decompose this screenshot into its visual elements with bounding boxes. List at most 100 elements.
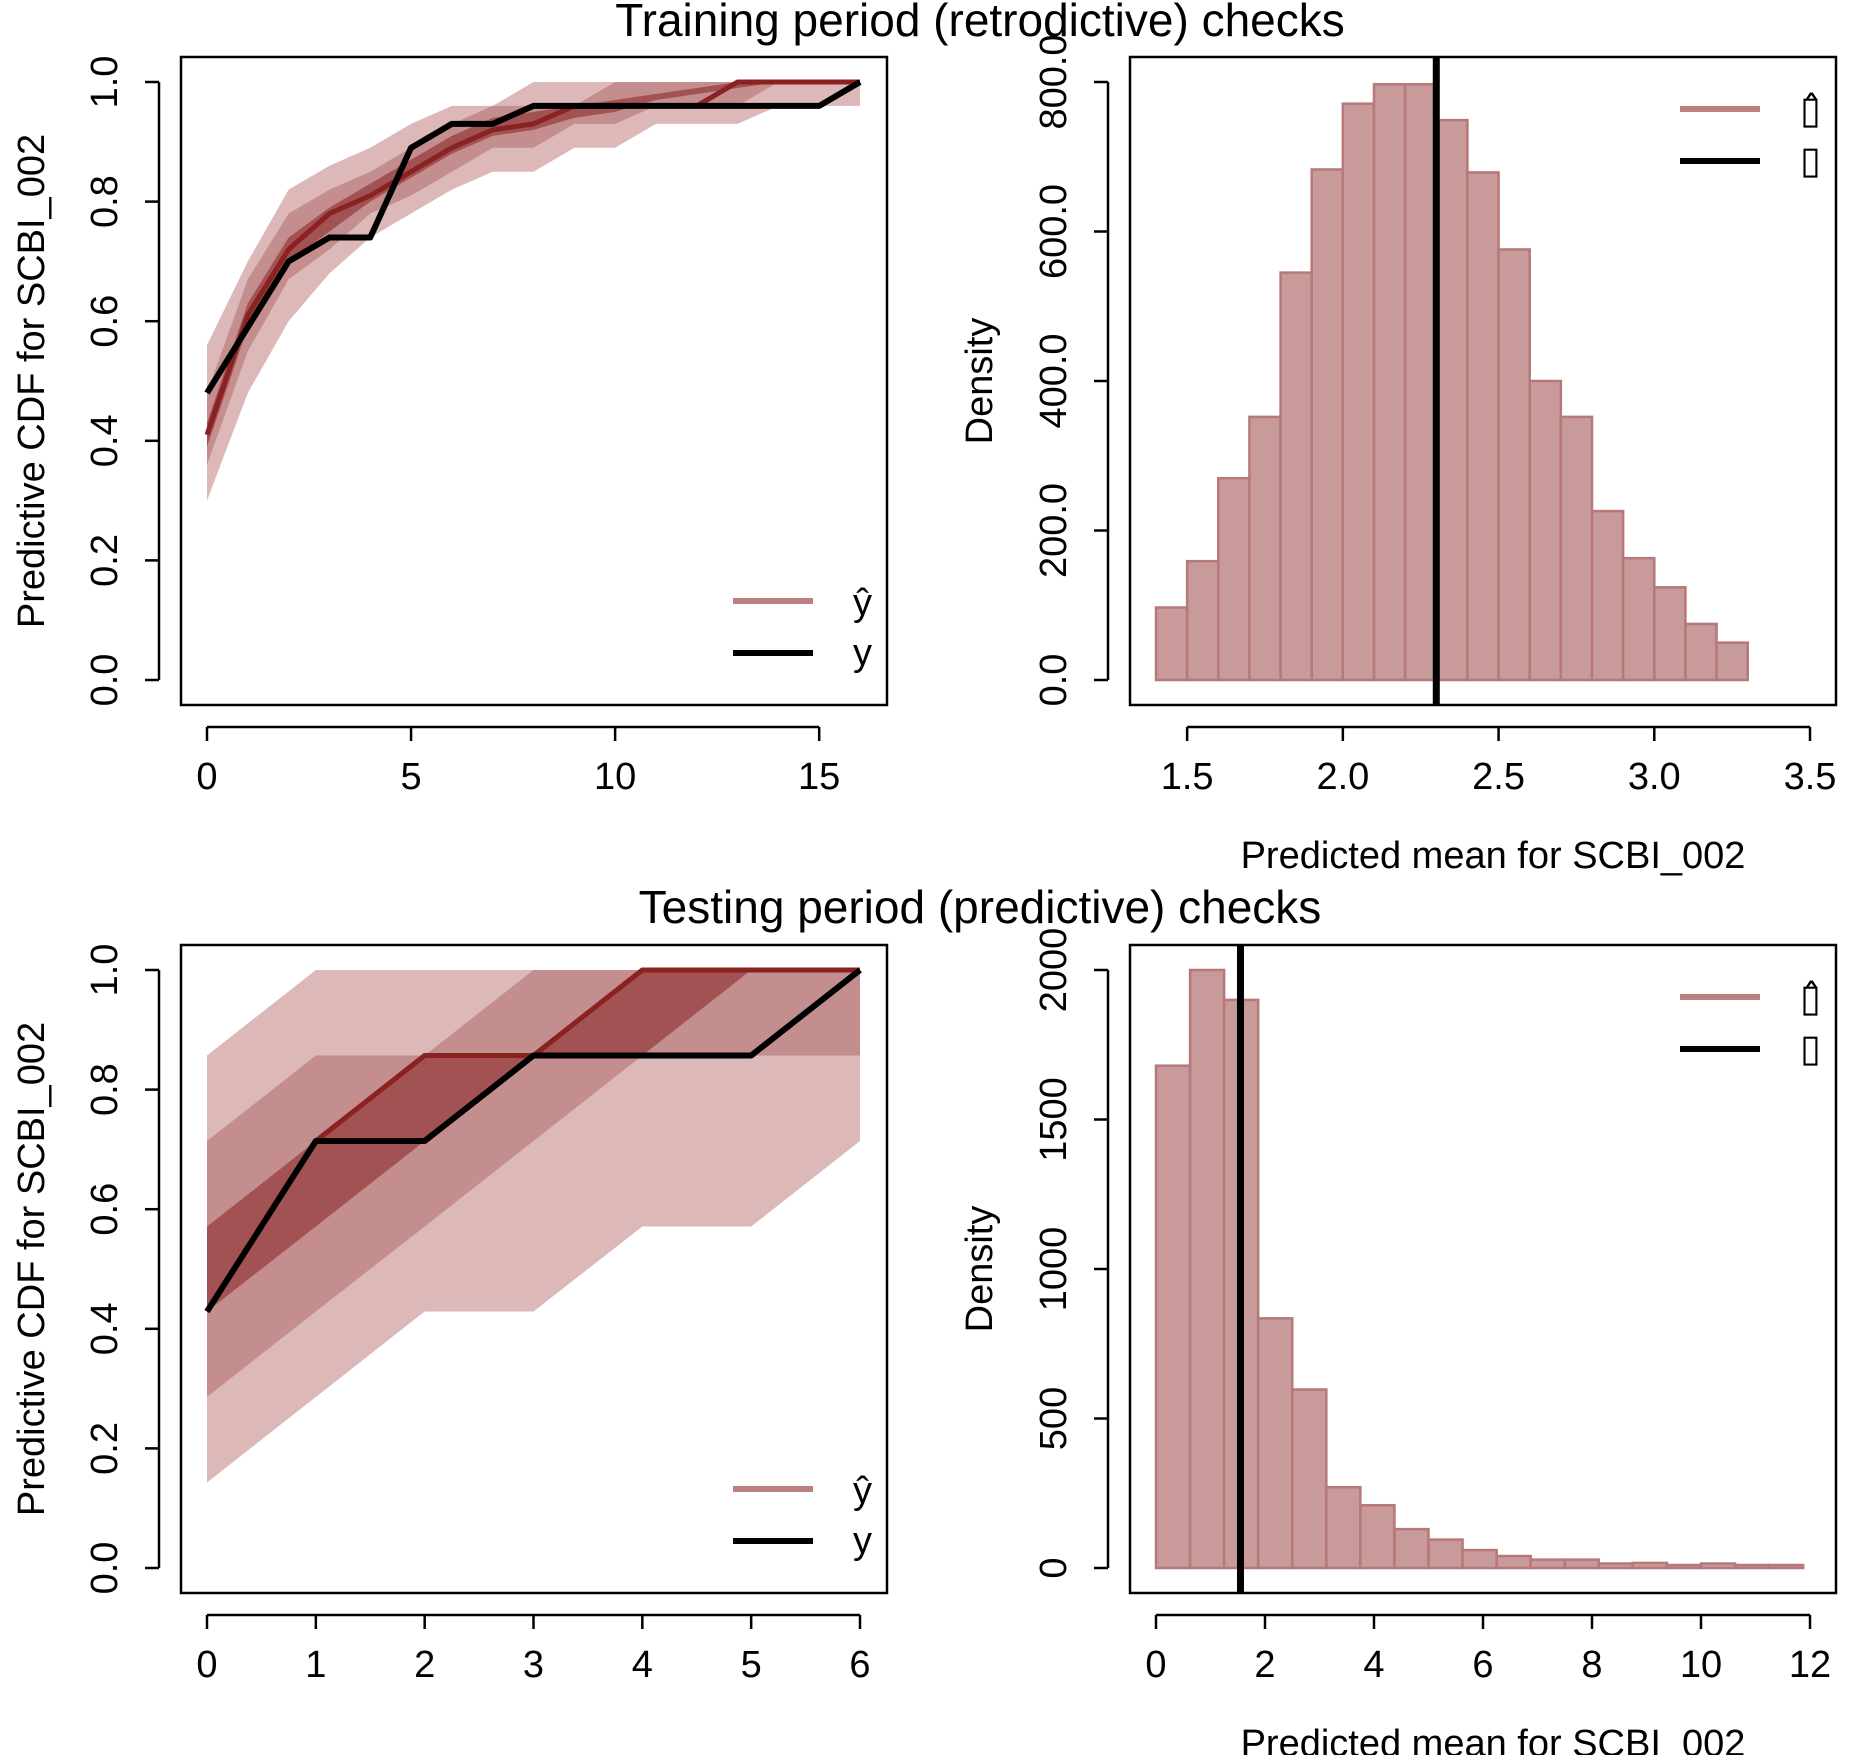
legend-label-y: ▯ [1800,140,1821,182]
histogram-panel-testing: 0 2 4 6 8 10 12 0 500 1000 1500 2000 Density Predicte… [959,928,1838,1755]
plot-frame [179,943,889,1595]
legend-label-yhat: ŷ [853,1470,872,1512]
legend-label-y: ▯ [1800,1028,1821,1070]
histogram-bar [1466,171,1500,682]
histogram-bar [1188,968,1226,1570]
y-axis-title: Predictive CDF for SCBI_002 [11,1022,53,1516]
histogram-panel-training: 1.5 2.0 2.5 3.0 3.5 0.0 200.0 400.0 600.0 800.0 De… [959,34,1838,877]
x-axis-title: Predicted mean for SCBI_002 [1241,1723,1746,1755]
x-tick-label: 1.5 [1161,756,1214,798]
x-tick-label: 5 [741,1644,762,1686]
title-top: Training period (retrodictive) checks [615,0,1344,46]
histogram-bar [1256,1317,1294,1570]
histogram-bar [1621,556,1656,682]
plot-frame [1128,55,1838,707]
x-axis-title: Predicted mean for SCBI_002 [1241,835,1746,877]
x-tick-label: 3.0 [1628,756,1681,798]
y-tick-label: 800.0 [1033,34,1075,129]
band-middle [207,82,860,465]
histogram-bar [1403,82,1438,682]
x-tick-label: 12 [1789,1644,1831,1686]
plot-frame [179,55,889,707]
histogram-bar [1341,102,1376,682]
histogram-bar [1279,271,1313,682]
y-tick-label: 0.2 [84,534,126,587]
legend-label-y: y [853,1520,872,1562]
y-tick-label: 0.4 [84,414,126,467]
histogram-bar [1631,1561,1669,1570]
y-tick-label: 0.0 [1033,654,1075,707]
cdf-panel-training: 0 5 10 15 0.0 0.2 0.4 0.6 0.8 1.0 Predictive CDF f… [11,55,889,798]
x-tick-label: 5 [400,756,421,798]
x-tick-label: 2.0 [1316,756,1369,798]
x-tick-label: 0 [196,756,217,798]
y-axis-title: Density [959,1206,1001,1333]
histogram-bar [1699,1562,1737,1570]
band-middle [207,970,860,1397]
histogram-bar [1715,641,1749,682]
y-tick-label: 500 [1033,1387,1075,1450]
y-tick-label: 0.4 [84,1302,126,1355]
legend-label-y: y [853,632,872,674]
histogram-bar [1461,1548,1498,1570]
x-tick-label: 2 [1254,1644,1275,1686]
histogram-bar [1248,415,1282,682]
histogram-bar [1495,1554,1532,1570]
x-tick-label: 3.5 [1784,756,1837,798]
y-axis-title: Predictive CDF for SCBI_002 [11,134,53,628]
y-tick-label: 400.0 [1033,333,1075,428]
y-tick-label: 1500 [1033,1077,1075,1162]
histogram-bar [1217,476,1251,682]
y-tick-label: 0.0 [84,654,126,707]
histogram-bar [1563,1558,1601,1570]
x-tick-label: 8 [1581,1644,1602,1686]
legend-label-yhat: ŷ [853,582,872,624]
x-tick-label: 1 [305,1644,326,1686]
histogram-bar [1310,168,1345,682]
y-axis-title: Density [959,318,1001,445]
x-tick-label: 0 [1145,1644,1166,1686]
observed-line [204,79,862,395]
y-tick-label: 0.0 [84,1542,126,1595]
x-tick-label: 4 [1363,1644,1384,1686]
histogram-bar [1528,379,1563,682]
y-tick-label: 0.2 [84,1422,126,1475]
y-tick-label: 0 [1033,1557,1075,1578]
histogram-bar [1154,606,1189,682]
histogram-bar [1291,1388,1328,1570]
y-tick-label: 1000 [1033,1227,1075,1312]
y-tick-label: 2000 [1033,928,1075,1013]
y-tick-label: 200.0 [1033,483,1075,578]
x-tick-label: 15 [798,756,840,798]
cdf-panel-testing: 0 1 2 3 4 5 6 0.0 0.2 0.4 0.6 0.8 1.0 Predictive CDF … [11,943,889,1686]
histogram-bar [1597,1562,1635,1570]
observed-line [204,967,862,1314]
x-tick-label: 10 [594,756,636,798]
histogram-bar [1767,1563,1805,1570]
y-tick-label: 1.0 [84,944,126,997]
histogram-bar [1653,586,1687,682]
x-tick-label: 3 [523,1644,544,1686]
y-tick-label: 0.6 [84,295,126,348]
histogram-bar [1497,248,1531,682]
histogram-bar [1529,1558,1566,1570]
title-bottom: Testing period (predictive) checks [639,881,1322,933]
histogram-bar [1372,82,1407,682]
plot-frame [1128,943,1838,1595]
histogram-bar [1359,1503,1396,1570]
x-tick-label: 6 [849,1644,870,1686]
y-tick-label: 0.8 [84,175,126,228]
y-tick-label: 0.6 [84,1183,126,1236]
histogram-bar [1393,1527,1430,1570]
x-tick-label: 6 [1472,1644,1493,1686]
histogram-bar [1684,622,1718,682]
histogram-bar [1665,1563,1703,1570]
histogram-bar [1185,559,1220,682]
x-tick-label: 0 [196,1644,217,1686]
histogram-bar [1325,1486,1362,1570]
y-tick-label: 600.0 [1033,184,1075,279]
histogram-bar [1590,509,1625,682]
x-tick-label: 10 [1680,1644,1722,1686]
y-tick-label: 1.0 [84,56,126,109]
